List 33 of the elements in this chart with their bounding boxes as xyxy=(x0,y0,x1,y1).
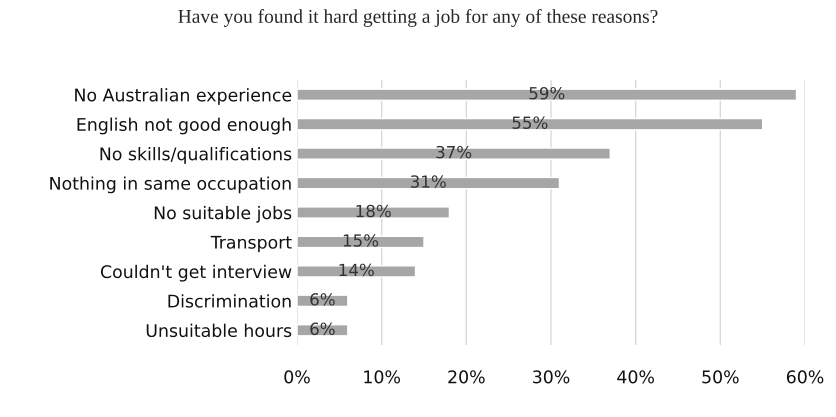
x-tick-label: 10% xyxy=(364,370,400,384)
bar xyxy=(297,147,611,160)
bar xyxy=(297,88,798,102)
bar xyxy=(297,236,425,248)
y-tick-label: Couldn't get interview xyxy=(100,264,292,282)
data-label: 37% xyxy=(436,146,472,158)
x-tick-label: 50% xyxy=(702,370,739,384)
data-label: 6% xyxy=(310,293,335,306)
y-tick-label: Transport xyxy=(210,236,292,252)
bar xyxy=(297,118,764,130)
x-tick-label: 0% xyxy=(284,370,310,384)
x-tick-label: 20% xyxy=(448,370,485,384)
y-tick-label: English not good enough xyxy=(78,118,291,134)
y-tick-label: Discrimination xyxy=(168,294,291,308)
x-tick-label: 60% xyxy=(786,370,824,384)
y-tick-label: Nothing in same occupation xyxy=(50,176,291,194)
bar xyxy=(297,176,560,190)
bar xyxy=(297,265,416,278)
x-tick-label: 40% xyxy=(617,370,654,384)
bar xyxy=(297,206,450,219)
data-label: 31% xyxy=(410,175,446,188)
chart-title: Have you found it hard getting a job for any of these reasons? xyxy=(178,9,658,27)
data-label: 6% xyxy=(310,322,335,336)
data-label: 59% xyxy=(530,86,564,100)
data-label: 18% xyxy=(356,204,391,218)
y-tick-label: Unsuitable hours xyxy=(146,324,292,338)
x-tick-label: 30% xyxy=(533,370,570,384)
y-tick-label: No skills/qualifications xyxy=(100,147,292,164)
data-label: 14% xyxy=(340,264,374,276)
y-tick-label: No suitable jobs xyxy=(154,206,292,223)
data-label: 55% xyxy=(512,116,548,130)
y-tick-label: No Australian experience xyxy=(75,88,292,105)
data-label: 15% xyxy=(344,234,378,247)
